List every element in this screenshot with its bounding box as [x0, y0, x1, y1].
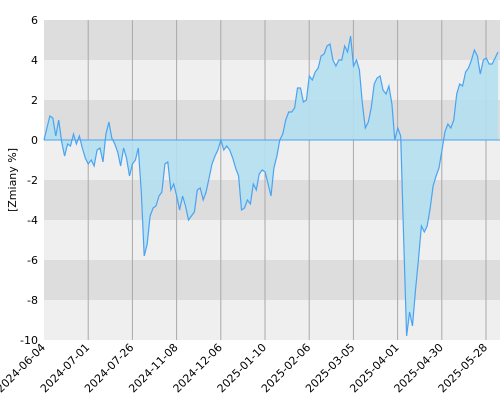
y-axis-label: [Zmiany %] [6, 148, 19, 212]
y-tick-label: -4 [27, 214, 38, 227]
y-tick-label: 2 [31, 94, 38, 107]
y-tick-label: -6 [27, 254, 38, 267]
y-tick-label: -8 [27, 294, 38, 307]
series-line [43, 35, 499, 337]
y-tick-label: 6 [31, 14, 38, 27]
y-axis-ticks: -10 -8 -6 -4 -2 0 2 4 6 [20, 14, 38, 347]
band [44, 60, 500, 100]
band [44, 20, 500, 60]
band [44, 100, 500, 140]
y-tick-label: -2 [27, 174, 38, 187]
band [44, 300, 500, 340]
x-axis-ticks: 2024-06-042024-07-012024-07-262024-11-08… [0, 341, 490, 395]
band [44, 260, 500, 300]
series-area [44, 36, 498, 336]
y-tick-label: -10 [20, 334, 38, 347]
y-tick-label: 0 [31, 134, 38, 147]
y-tick-label: 4 [31, 54, 38, 67]
band [44, 220, 500, 260]
